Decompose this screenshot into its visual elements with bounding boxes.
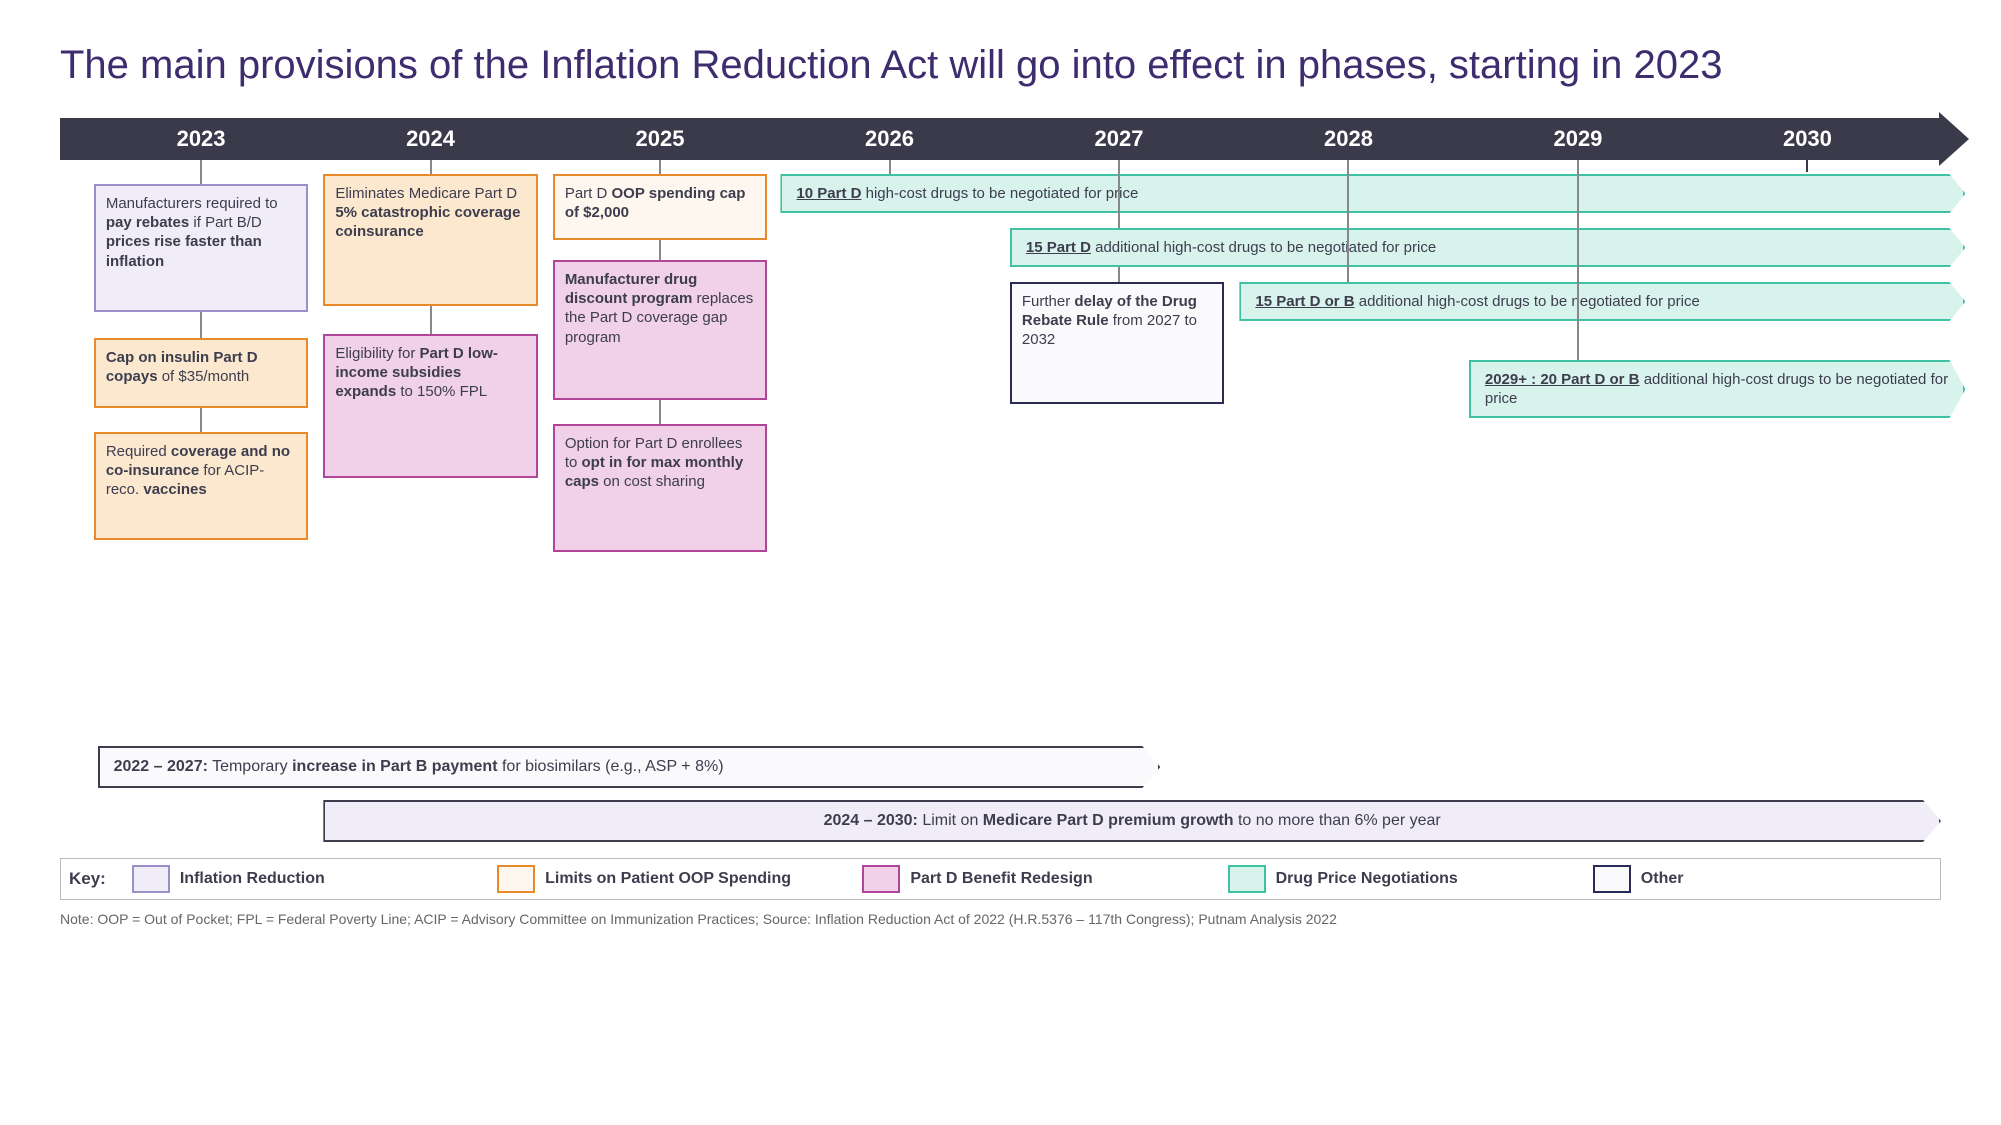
timeline-bar: 2023 2024 2025 2026 2027 2028 2029 2030 [60, 118, 1941, 160]
provision-box: Manufacturers required to pay rebates if… [94, 184, 308, 312]
legend-text: Drug Price Negotiations [1276, 870, 1458, 888]
year-2029: 2029 [1528, 126, 1628, 152]
provision-box: Required coverage and no co-insurance fo… [94, 432, 308, 540]
legend-text: Inflation Reduction [180, 870, 325, 888]
drug-bar: 15 Part D or B additional high-cost drug… [1239, 282, 1965, 321]
drug-bar: 2029+ : 20 Part D or B additional high-c… [1469, 360, 1966, 418]
legend-swatch [132, 865, 170, 893]
legend-swatch [1228, 865, 1266, 893]
year-2030: 2030 [1757, 126, 1857, 152]
drug-bar: 15 Part D additional high-cost drugs to … [1010, 228, 1966, 267]
year-2023: 2023 [151, 126, 251, 152]
legend-item: Other [1593, 865, 1940, 893]
hbar-biosimilars: 2022 – 2027: Temporary increase in Part … [98, 746, 1161, 788]
provision-box: Manufacturer drug discount program repla… [553, 260, 767, 400]
legend-text: Limits on Patient OOP Spending [545, 870, 791, 888]
year-2027: 2027 [1069, 126, 1169, 152]
legend-item: Inflation Reduction [132, 865, 479, 893]
provision-box: Cap on insulin Part D copays of $35/mont… [94, 338, 308, 408]
legend-item: Drug Price Negotiations [1228, 865, 1575, 893]
hbar-premium-growth: 2024 – 2030: Limit on Medicare Part D pr… [323, 800, 1941, 842]
provision-box: Option for Part D enrollees to opt in fo… [553, 424, 767, 552]
footnote: Note: OOP = Out of Pocket; FPL = Federal… [60, 910, 1941, 928]
year-2025: 2025 [610, 126, 710, 152]
legend-text: Other [1641, 870, 1684, 888]
year-2024: 2024 [381, 126, 481, 152]
year-2028: 2028 [1298, 126, 1398, 152]
page-title: The main provisions of the Inflation Red… [60, 40, 1753, 90]
provision-box: Further delay of the Drug Rebate Rule fr… [1010, 282, 1224, 404]
connector [1347, 160, 1349, 282]
drug-bar: 10 Part D high-cost drugs to be negotiat… [780, 174, 1965, 213]
legend: Key: Inflation Reduction Limits on Patien… [60, 858, 1941, 900]
provision-box: Eliminates Medicare Part D 5% catastroph… [323, 174, 537, 306]
connector [1118, 160, 1120, 228]
timeline-arrow-icon [1939, 112, 1969, 166]
legend-swatch [862, 865, 900, 893]
legend-label: Key: [69, 869, 106, 889]
provision-box: Eligibility for Part D low-income subsid… [323, 334, 537, 478]
legend-swatch [1593, 865, 1631, 893]
connector [889, 160, 891, 174]
legend-swatch [497, 865, 535, 893]
timeline: 2023 2024 2025 2026 2027 2028 2029 2030 Manufac… [60, 118, 1941, 928]
tick [1806, 160, 1808, 172]
connector [1577, 160, 1579, 360]
year-2026: 2026 [840, 126, 940, 152]
legend-item: Part D Benefit Redesign [862, 865, 1209, 893]
legend-text: Part D Benefit Redesign [910, 870, 1092, 888]
legend-item: Limits on Patient OOP Spending [497, 865, 844, 893]
content-area: Manufacturers required to pay rebates if… [60, 174, 1941, 734]
provision-box: Part D OOP spending cap of $2,000 [553, 174, 767, 240]
